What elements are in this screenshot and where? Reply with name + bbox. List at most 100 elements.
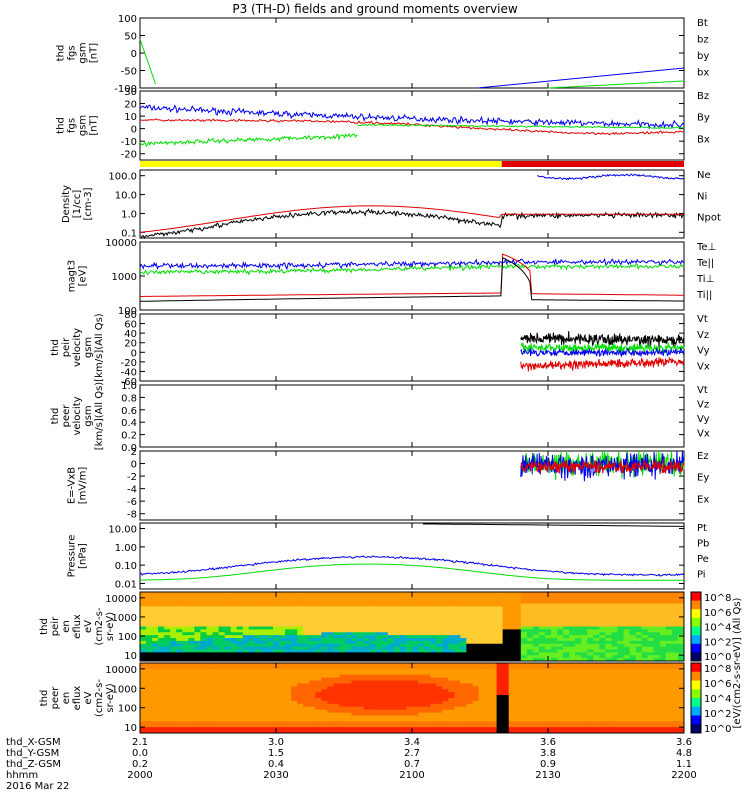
- heatmap-cell: [387, 703, 395, 708]
- heatmap-cell: [635, 643, 643, 648]
- heatmap-cell: [351, 668, 359, 673]
- heatmap-cell: [635, 703, 643, 708]
- heatmap-cell: [279, 709, 286, 714]
- heatmap-cell: [339, 623, 347, 627]
- heatmap-cell: [146, 640, 153, 645]
- heatmap-cell: [182, 686, 189, 690]
- y-tick-label: 0: [131, 125, 137, 136]
- heatmap-cell: [212, 609, 220, 613]
- heatmap-cell: [321, 609, 328, 613]
- heatmap-cell: [182, 709, 189, 714]
- heatmap-cell: [496, 689, 504, 693]
- y-axis-label-line: en: [61, 620, 72, 633]
- heatmap-cell: [617, 612, 625, 616]
- y-tick-label: 1000: [112, 613, 137, 624]
- heatmap-cell: [671, 724, 679, 728]
- heatmap-cell: [460, 609, 467, 613]
- heatmap-cell: [182, 649, 189, 653]
- heatmap-cell: [242, 727, 250, 731]
- heatmap-cell: [532, 615, 540, 619]
- heatmap-cell: [387, 623, 395, 627]
- heatmap-cell: [665, 594, 673, 599]
- heatmap-cell: [665, 695, 673, 699]
- heatmap-cell: [544, 615, 552, 619]
- heatmap-cell: [611, 709, 619, 714]
- heatmap-cell: [279, 668, 286, 673]
- heatmap-cell: [140, 629, 147, 633]
- heatmap-cell: [399, 718, 407, 722]
- heatmap-cell: [593, 609, 600, 613]
- heatmap-cell: [212, 600, 220, 604]
- heatmap-cell: [152, 597, 159, 602]
- heatmap-cell: [502, 626, 510, 630]
- heatmap-cell: [387, 606, 395, 610]
- heatmap-cell: [436, 727, 443, 731]
- heatmap-cell: [544, 652, 552, 656]
- heatmap-cell: [532, 600, 540, 604]
- heatmap-cell: [152, 640, 159, 645]
- heatmap-cell: [230, 677, 238, 681]
- heatmap-cell: [466, 652, 473, 656]
- heatmap-cell: [248, 663, 256, 667]
- heatmap-cell: [260, 592, 268, 596]
- heatmap-cell: [333, 730, 340, 734]
- heatmap-cell: [182, 680, 189, 684]
- heatmap-cell: [575, 638, 582, 642]
- heatmap-cell: [339, 718, 347, 722]
- heatmap-cell: [206, 646, 214, 650]
- heatmap-cell: [309, 724, 316, 728]
- heatmap-cell: [285, 623, 292, 627]
- heatmap-cell: [248, 706, 256, 711]
- heatmap-cell: [369, 594, 377, 599]
- heatmap-cell: [345, 592, 353, 596]
- heatmap-cell: [520, 706, 528, 711]
- colorbar-segment: [691, 652, 701, 662]
- heatmap-cell: [448, 709, 455, 714]
- y-tick-label: -20: [121, 358, 137, 369]
- heatmap-cell: [520, 668, 528, 673]
- heatmap-cell: [418, 668, 425, 673]
- heatmap-cell: [321, 649, 328, 653]
- heatmap-cell: [436, 620, 443, 625]
- heatmap-cell: [575, 698, 582, 702]
- heatmap-cell: [611, 643, 619, 648]
- heatmap-cell: [641, 668, 649, 673]
- heatmap-cell: [448, 594, 455, 599]
- heatmap-cell: [538, 592, 546, 596]
- heatmap-cell: [430, 718, 437, 722]
- heatmap-cell: [647, 695, 655, 699]
- heatmap-cell: [538, 652, 546, 656]
- heatmap-cell: [218, 652, 226, 656]
- heatmap-cell: [617, 606, 625, 610]
- heatmap-cell: [478, 620, 486, 625]
- heatmap-cell: [569, 671, 576, 676]
- heatmap-cell: [520, 698, 528, 702]
- heatmap-cell: [448, 623, 455, 627]
- heatmap-cell: [140, 724, 147, 728]
- heatmap-cell: [279, 612, 286, 616]
- heatmap-cell: [230, 686, 238, 690]
- heatmap-cell: [593, 686, 600, 690]
- heatmap-cell: [617, 615, 625, 619]
- heatmap-cell: [563, 712, 570, 716]
- heatmap-cell: [375, 674, 383, 679]
- heatmap-cell: [140, 620, 147, 625]
- x-axis-row-label: thd_X-GSM: [6, 737, 61, 748]
- heatmap-cell: [647, 663, 655, 667]
- heatmap-cell: [466, 655, 473, 659]
- heatmap-cell: [508, 709, 516, 714]
- heatmap-cell: [472, 609, 479, 613]
- heatmap-cell: [599, 689, 606, 693]
- heatmap-cell: [538, 615, 546, 619]
- heatmap-cell: [629, 655, 637, 659]
- heatmap-cell: [254, 603, 262, 607]
- heatmap-cell: [551, 643, 558, 648]
- heatmap-cell: [496, 677, 504, 681]
- heatmap-cell: [351, 609, 359, 613]
- heatmap-cell: [399, 724, 407, 728]
- heatmap-cell: [297, 629, 304, 633]
- heatmap-cell: [236, 712, 244, 716]
- heatmap-cell: [375, 680, 383, 684]
- heatmap-cell: [641, 727, 649, 731]
- heatmap-cell: [611, 703, 619, 708]
